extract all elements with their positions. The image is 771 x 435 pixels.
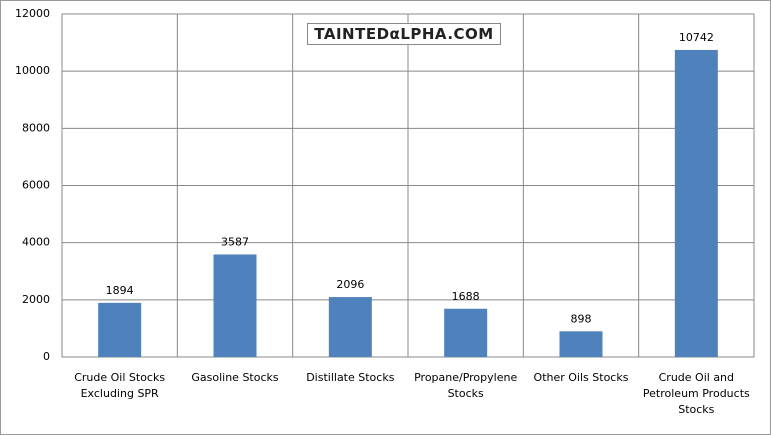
bar [328,297,372,357]
x-tick-label: Distillate Stocks [306,371,395,384]
bar [213,254,257,357]
x-tick-label: Crude Oil and Petroleum Products Stocks [642,371,750,416]
data-label: 2096 [336,278,364,291]
bar [559,331,603,357]
bar [444,308,488,357]
data-label: 1688 [452,290,480,303]
data-label: 898 [571,312,592,325]
y-tick-label: 4000 [22,236,50,249]
y-tick-label: 0 [43,350,50,363]
y-tick-label: 2000 [22,293,50,306]
data-label: 10742 [679,31,714,44]
x-tick-label: Crude Oil Stocks Excluding SPR [74,371,166,400]
y-tick-label: 10000 [15,64,50,77]
bar [98,302,142,357]
data-label: 1894 [106,284,134,297]
y-tick-label: 12000 [15,7,50,20]
y-tick-label: 8000 [22,121,50,134]
x-tick-label: Other Oils Stocks [533,371,629,384]
y-tick-label: 6000 [22,179,50,192]
x-tick-label: Propane/Propylene Stocks [414,371,518,400]
x-tick-label: Gasoline Stocks [191,371,279,384]
watermark: TAINTEDαLPHA.COM [307,23,501,45]
bar [674,49,718,358]
data-label: 3587 [221,235,249,248]
